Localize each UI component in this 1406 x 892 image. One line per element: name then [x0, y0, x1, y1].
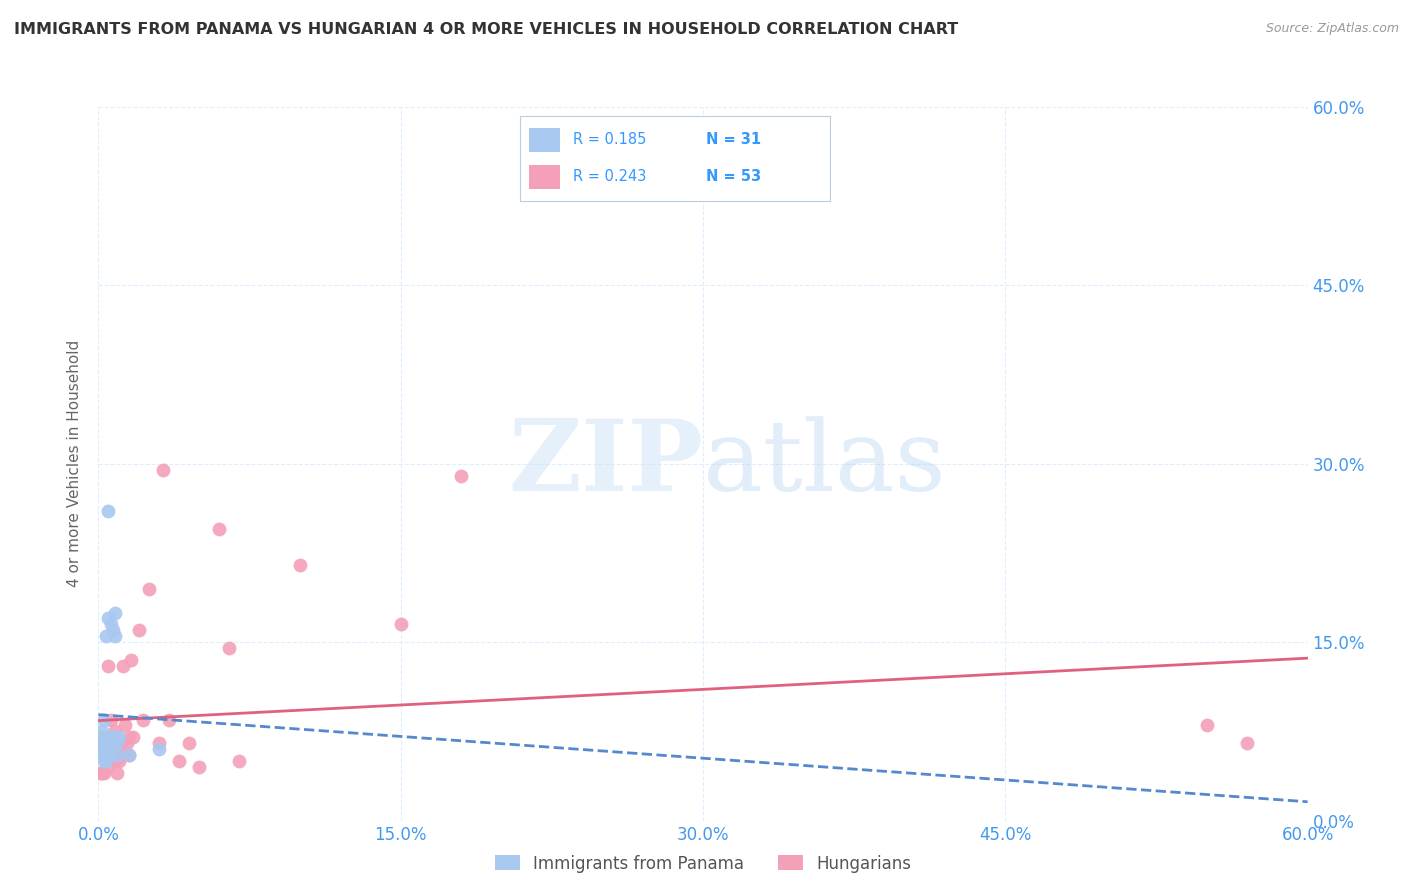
Point — [96, 754, 118, 768]
Point — [120, 653, 142, 667]
Point — [101, 736, 124, 750]
Point — [132, 713, 155, 727]
Point — [100, 748, 122, 763]
Point — [93, 736, 115, 750]
Point — [105, 748, 128, 763]
Point — [110, 736, 132, 750]
Point — [96, 629, 118, 643]
Point — [208, 522, 231, 536]
Legend: Immigrants from Panama, Hungarians: Immigrants from Panama, Hungarians — [488, 848, 918, 880]
Point — [228, 754, 250, 768]
Point — [93, 748, 115, 763]
Point — [100, 736, 122, 750]
Point — [103, 724, 125, 739]
Point — [100, 617, 122, 632]
Point — [1195, 718, 1218, 732]
Point — [89, 766, 111, 780]
Point — [218, 641, 240, 656]
Point — [91, 736, 114, 750]
Point — [93, 754, 115, 768]
Point — [148, 736, 170, 750]
Point — [96, 736, 118, 750]
Point — [91, 742, 114, 756]
Point — [128, 624, 150, 638]
Point — [97, 748, 120, 763]
Point — [107, 736, 129, 750]
Point — [121, 731, 143, 745]
Point — [105, 736, 128, 750]
Point — [103, 754, 125, 768]
Point — [389, 617, 412, 632]
Text: R = 0.243: R = 0.243 — [572, 169, 647, 185]
Point — [103, 742, 125, 756]
Point — [93, 736, 115, 750]
Text: R = 0.185: R = 0.185 — [572, 132, 647, 147]
Point — [107, 731, 129, 745]
Text: N = 31: N = 31 — [706, 132, 761, 147]
Point — [107, 754, 129, 768]
Point — [118, 748, 141, 763]
Point — [100, 731, 122, 745]
Point — [97, 760, 120, 774]
Point — [105, 742, 128, 756]
Point — [89, 748, 111, 763]
Point — [97, 736, 120, 750]
Point — [152, 463, 174, 477]
Point — [93, 713, 115, 727]
Point — [1236, 736, 1258, 750]
Point — [97, 611, 120, 625]
Point — [138, 582, 160, 596]
Point — [91, 731, 114, 745]
Point — [188, 760, 211, 774]
Point — [100, 713, 122, 727]
Point — [97, 504, 120, 518]
Text: IMMIGRANTS FROM PANAMA VS HUNGARIAN 4 OR MORE VEHICLES IN HOUSEHOLD CORRELATION : IMMIGRANTS FROM PANAMA VS HUNGARIAN 4 OR… — [14, 22, 959, 37]
Point — [96, 742, 118, 756]
Point — [96, 748, 118, 763]
Point — [96, 736, 118, 750]
Point — [118, 731, 141, 745]
Point — [91, 766, 114, 780]
Y-axis label: 4 or more Vehicles in Household: 4 or more Vehicles in Household — [67, 340, 83, 588]
Point — [111, 659, 134, 673]
Point — [157, 713, 180, 727]
Point — [115, 736, 138, 750]
Point — [101, 624, 124, 638]
Text: N = 53: N = 53 — [706, 169, 761, 185]
Point — [288, 558, 311, 572]
Point — [91, 742, 114, 756]
Point — [107, 742, 129, 756]
Point — [91, 724, 114, 739]
Text: atlas: atlas — [703, 416, 946, 512]
Point — [89, 731, 111, 745]
Point — [111, 748, 134, 763]
Point — [97, 742, 120, 756]
Point — [118, 748, 141, 763]
Point — [93, 731, 115, 745]
Point — [101, 748, 124, 763]
Point — [179, 736, 201, 750]
Point — [148, 742, 170, 756]
Text: ZIP: ZIP — [508, 416, 703, 512]
Point — [103, 629, 125, 643]
Point — [167, 754, 190, 768]
Point — [103, 606, 125, 620]
Point — [93, 748, 115, 763]
Point — [97, 659, 120, 673]
Text: Source: ZipAtlas.com: Source: ZipAtlas.com — [1265, 22, 1399, 36]
Point — [101, 731, 124, 745]
Point — [89, 736, 111, 750]
Point — [93, 766, 115, 780]
Point — [97, 736, 120, 750]
Bar — [530, 165, 561, 189]
Point — [105, 766, 128, 780]
Point — [97, 748, 120, 763]
Point — [450, 468, 472, 483]
Bar — [530, 128, 561, 152]
Point — [96, 754, 118, 768]
Point — [114, 718, 136, 732]
